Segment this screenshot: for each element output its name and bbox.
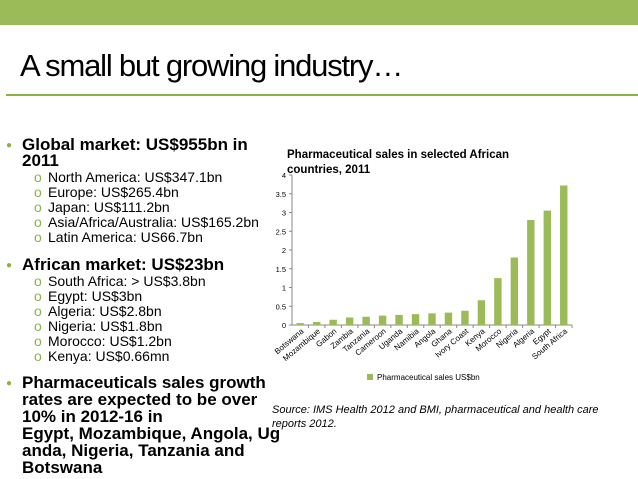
y-tick-label: 1.5 bbox=[276, 265, 286, 274]
y-tick-label: 2.5 bbox=[276, 227, 286, 236]
bullet-line: Global market: US$955bn in bbox=[22, 135, 248, 154]
bar bbox=[510, 257, 519, 325]
bullet-line: rates are expected to be over bbox=[22, 390, 258, 409]
bullet-line: African market: US$23bn bbox=[22, 255, 225, 274]
bullet-line: Botswana bbox=[22, 458, 103, 477]
y-tick-label: 0 bbox=[282, 321, 286, 330]
legend-swatch bbox=[367, 374, 373, 380]
bar bbox=[428, 313, 436, 325]
sub-item: o Algeria: US$2.8bn bbox=[34, 303, 162, 319]
sub-item: o North America: US$347.1bn bbox=[34, 169, 223, 185]
bar bbox=[362, 316, 370, 325]
sub-item: o Nigeria: US$1.8bn bbox=[34, 318, 163, 334]
y-tick-label: 4 bbox=[282, 171, 286, 180]
sub-item: o Asia/Africa/Australia: US$165.2bn bbox=[34, 214, 259, 230]
bar bbox=[411, 314, 420, 325]
y-tick-label: 2 bbox=[282, 246, 286, 255]
bar bbox=[313, 322, 321, 325]
bar bbox=[378, 315, 387, 325]
bar bbox=[494, 278, 502, 325]
sub-item: o Europe: US$265.4bn bbox=[34, 184, 179, 200]
bar bbox=[560, 185, 568, 325]
chart-title: Pharmaceutical sales in selected African… bbox=[287, 149, 510, 176]
y-tick-label: 1 bbox=[282, 284, 286, 293]
bar bbox=[296, 323, 304, 325]
bullet-line: Pharmaceuticals sales growth bbox=[22, 373, 266, 392]
sub-item: o Latin America: US66.7bn bbox=[34, 229, 203, 245]
top-accent-bar bbox=[0, 0, 638, 25]
bullet-marker: ● bbox=[6, 260, 13, 271]
bullet-list: ● Global market: US$955bn in 2011 o North… bbox=[0, 0, 300, 479]
bar bbox=[477, 300, 486, 325]
bullet-marker: ● bbox=[6, 378, 13, 389]
y-tick-label: 3.5 bbox=[276, 190, 286, 199]
sub-item: o Morocco: US$1.2bn bbox=[34, 333, 172, 349]
bullet-line: 10% in 2012-16 in bbox=[22, 407, 163, 426]
bar bbox=[395, 314, 403, 325]
sub-item: o Japan: US$111.2bn bbox=[34, 199, 170, 215]
legend-label: Pharmaceutical sales US$bn bbox=[377, 373, 480, 382]
bullet-marker: ● bbox=[6, 140, 13, 151]
y-tick-label: 0.5 bbox=[276, 302, 286, 311]
sub-item: o South Africa: > US$3.8bn bbox=[34, 273, 206, 289]
bar bbox=[444, 312, 453, 325]
bar bbox=[329, 319, 337, 325]
bar bbox=[527, 220, 535, 325]
source-note: Source: IMS Health 2012 and BMI, pharmac… bbox=[272, 404, 599, 430]
bullet-line: anda, Nigeria, Tanzania and bbox=[22, 441, 245, 460]
bar bbox=[543, 210, 551, 325]
y-tick-label: 3 bbox=[282, 209, 286, 218]
slide-title: A small but growing industry… bbox=[20, 48, 403, 83]
bullet-line: 2011 bbox=[22, 151, 59, 170]
bar bbox=[461, 310, 469, 325]
sub-item: o Egypt: US$3bn bbox=[34, 288, 143, 304]
sub-item: o Kenya: US$0.66mn bbox=[34, 348, 170, 364]
title-underline bbox=[6, 94, 638, 96]
bar bbox=[345, 317, 354, 325]
bullet-line: Egypt, Mozambique, Angola, Ug bbox=[22, 424, 281, 443]
